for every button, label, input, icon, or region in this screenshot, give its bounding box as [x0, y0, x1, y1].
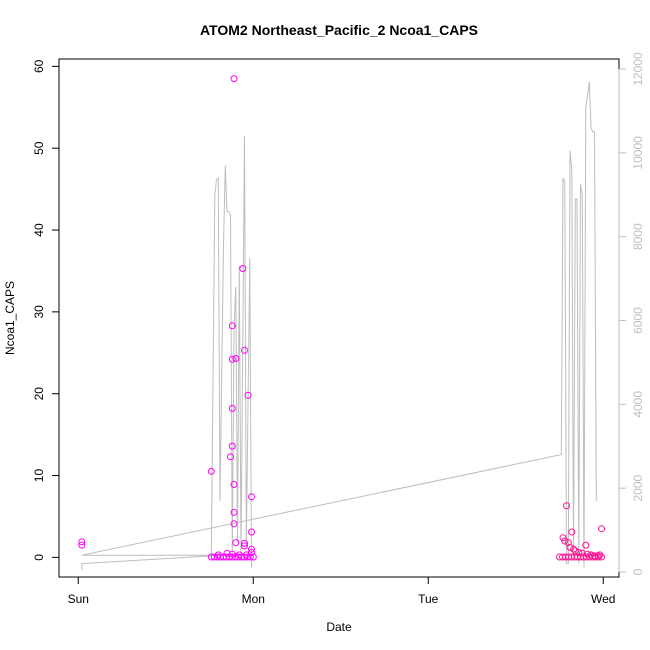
data-point	[228, 355, 236, 363]
y-tick-label: 0	[32, 554, 46, 561]
data-point	[575, 549, 583, 556]
data-point	[566, 544, 574, 551]
data-point	[563, 502, 570, 510]
data-point	[228, 322, 236, 330]
data-point	[228, 442, 236, 450]
data-point	[223, 549, 231, 557]
data-point	[582, 541, 590, 549]
y-tick-label: 60	[32, 59, 46, 73]
y2-tick-label: 8000	[631, 223, 645, 250]
y2-tick-label: 0	[631, 568, 645, 575]
data-point	[598, 525, 605, 533]
data-point	[241, 542, 248, 550]
data-point	[564, 539, 572, 547]
data-point	[248, 545, 255, 553]
data-point	[587, 551, 595, 559]
y2-tick-label: 10000	[631, 136, 645, 170]
data-point	[230, 508, 238, 516]
y-tick-label: 20	[32, 387, 46, 401]
data-point	[228, 404, 236, 412]
data-point	[591, 552, 598, 560]
y2-axis: 0 2000 4000 6000 8000 10000 12000	[618, 52, 645, 575]
right-axis-line-series	[81, 81, 597, 570]
y2-tick-label: 6000	[631, 307, 645, 334]
x-tick-label: Wed	[591, 592, 615, 606]
data-point	[230, 520, 238, 528]
plot-frame	[58, 58, 620, 578]
data-point	[595, 553, 602, 561]
data-point	[568, 528, 576, 536]
series-line	[81, 81, 597, 570]
x-tick-label: Tue	[418, 592, 439, 606]
x-tick-label: Sun	[68, 592, 89, 606]
y-tick-label: 50	[32, 141, 46, 155]
data-point	[244, 391, 252, 399]
data-point	[230, 481, 238, 488]
x-axis: Sun Mon Tue Wed	[68, 576, 615, 606]
y2-tick-label: 2000	[631, 474, 645, 501]
data-point	[241, 539, 248, 547]
data-point	[232, 539, 240, 547]
data-point	[239, 265, 247, 272]
y-axis: 0 10 20 30 40 50 60	[32, 59, 60, 561]
data-point	[249, 553, 257, 561]
data-point	[570, 545, 577, 553]
points-layer	[78, 75, 605, 561]
data-point	[246, 553, 254, 561]
y2-tick-label: 12000	[631, 52, 645, 86]
x-tick-label: Mon	[242, 592, 265, 606]
data-point	[241, 346, 248, 354]
data-point	[207, 467, 215, 475]
data-point	[559, 534, 567, 542]
data-point	[248, 528, 255, 536]
data-point	[578, 549, 586, 557]
x-axis-label: Date	[326, 620, 352, 634]
data-point	[561, 537, 569, 545]
y-tick-label: 10	[32, 469, 46, 483]
y-tick-label: 40	[32, 223, 46, 237]
data-point	[78, 541, 86, 549]
data-point	[78, 538, 86, 546]
data-point	[598, 553, 605, 561]
y2-tick-label: 4000	[631, 391, 645, 418]
data-point	[230, 75, 238, 83]
y-tick-label: 30	[32, 305, 46, 319]
data-point	[248, 493, 255, 501]
data-point	[227, 453, 234, 461]
y-axis-label: Ncoa1_CAPS	[3, 281, 17, 355]
data-point	[232, 355, 240, 362]
chart-title: ATOM2 Northeast_Pacific_2 Ncoa1_CAPS	[200, 22, 478, 38]
